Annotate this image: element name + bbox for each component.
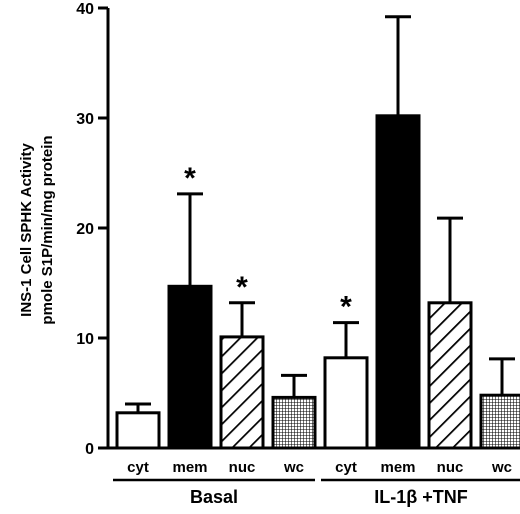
plot-area: 0 10 20 30 40 cyt * mem * nuc wc Basal * cyt mem nuc wc I… bbox=[76, 1, 520, 507]
category-label: cyt bbox=[127, 459, 149, 476]
bar-mem-treated bbox=[375, 114, 421, 450]
category-label: cyt bbox=[335, 459, 357, 476]
significance-star: * bbox=[236, 271, 248, 304]
bar-nuc-basal bbox=[219, 335, 265, 450]
y-axis-label-line2: pmole S1P/min/mg protein bbox=[39, 135, 56, 324]
bar-cyt-treated bbox=[323, 356, 369, 450]
significance-star: * bbox=[184, 162, 196, 195]
bar-cyt-basal bbox=[115, 411, 161, 450]
y-tick-label: 10 bbox=[76, 331, 94, 348]
bar-nuc-treated bbox=[427, 301, 473, 450]
bar-wc-treated bbox=[479, 393, 520, 450]
y-axis-label-line1: INS-1 Cell SPHK Activity bbox=[18, 143, 35, 317]
y-tick-label: 40 bbox=[76, 1, 94, 18]
category-label: wc bbox=[491, 459, 512, 476]
category-label: mem bbox=[380, 459, 415, 476]
bar-mem-basal bbox=[167, 284, 213, 450]
group-label: Basal bbox=[190, 487, 238, 507]
significance-star: * bbox=[340, 291, 352, 324]
y-tick-label: 0 bbox=[85, 441, 94, 458]
category-label: nuc bbox=[437, 459, 464, 476]
group-label: IL-1β +TNF bbox=[374, 487, 468, 507]
y-tick-label: 30 bbox=[76, 111, 94, 128]
category-label: mem bbox=[172, 459, 207, 476]
category-label: wc bbox=[283, 459, 304, 476]
y-tick-label: 20 bbox=[76, 221, 94, 238]
category-label: nuc bbox=[229, 459, 256, 476]
bar-wc-basal bbox=[271, 395, 317, 450]
